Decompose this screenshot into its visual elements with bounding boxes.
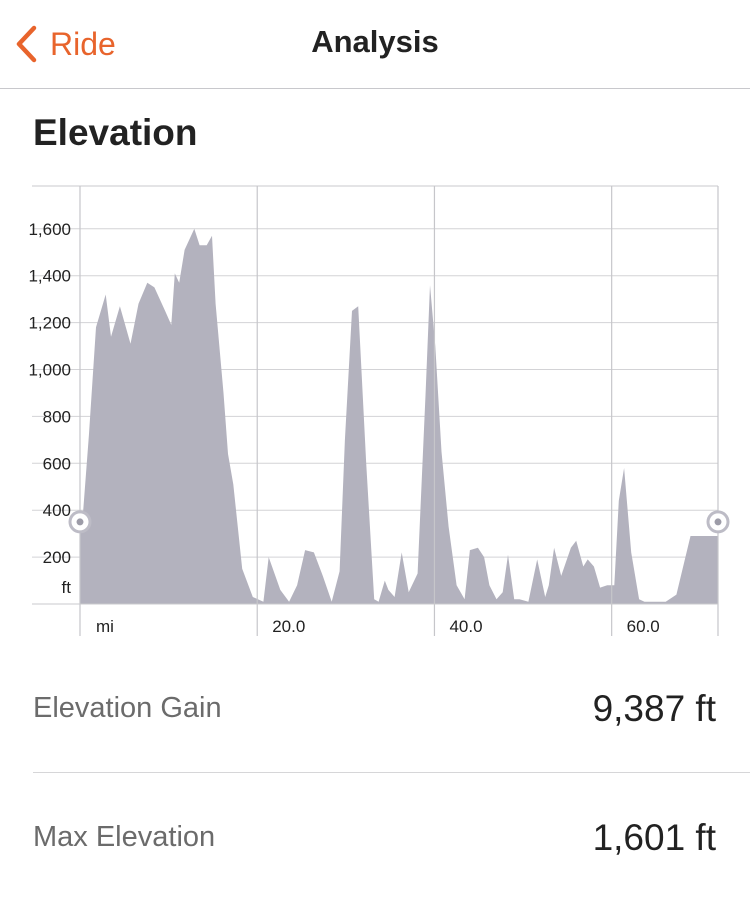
x-axis-unit-label: mi xyxy=(96,617,114,636)
elevation-gain-value: 9,387 ft xyxy=(592,688,716,729)
divider xyxy=(33,772,750,773)
y-tick-label: 1,200 xyxy=(28,314,71,333)
back-button-label: Ride xyxy=(50,25,116,62)
y-tick-label: 400 xyxy=(43,501,71,520)
elevation-gain-label: Elevation Gain xyxy=(33,692,222,724)
x-tick-label: 20.0 xyxy=(272,617,305,636)
x-tick-label: 60.0 xyxy=(627,617,660,636)
handle-dot xyxy=(714,518,722,526)
max-elevation-value: 1,601 ft xyxy=(592,817,716,858)
max-elevation-label: Max Elevation xyxy=(33,821,216,853)
back-button[interactable]: Ride xyxy=(14,22,116,66)
y-tick-label: 1,400 xyxy=(28,267,71,286)
y-tick-label: 600 xyxy=(43,454,71,473)
y-tick-label: 200 xyxy=(43,548,71,567)
page-title: Analysis xyxy=(311,24,439,59)
handle-dot xyxy=(76,518,84,526)
section-title: Elevation xyxy=(33,112,198,153)
elevation-area xyxy=(80,228,718,605)
navigation-bar: Ride Analysis xyxy=(0,0,750,89)
elevation-chart: 200 400 600 800 1,000 1,200 1,400 1,600 ft mi 20.0… xyxy=(28,185,730,636)
y-tick-label: 1,600 xyxy=(28,220,71,239)
x-tick-label: 40.0 xyxy=(449,617,482,636)
y-tick-label: 800 xyxy=(43,407,71,426)
y-axis-unit-label: ft xyxy=(62,578,72,597)
chevron-left-icon xyxy=(16,25,37,63)
y-tick-label: 1,000 xyxy=(28,361,71,380)
